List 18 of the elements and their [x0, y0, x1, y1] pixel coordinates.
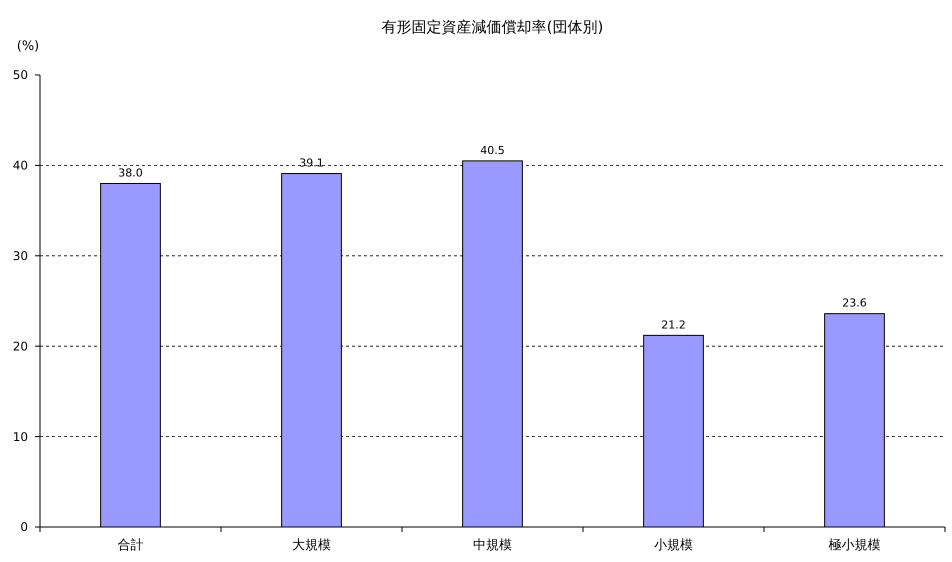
y-axis-title: (%) — [16, 39, 40, 54]
y-tick-label: 0 — [20, 520, 28, 534]
data-label: 38.0 — [118, 166, 143, 180]
y-tick-label: 30 — [12, 249, 28, 263]
data-label: 21.2 — [661, 318, 686, 332]
chart-title: 有形固定資産減価償却率(団体別) — [382, 18, 604, 36]
x-tick-label: 極小規模 — [828, 538, 880, 553]
data-label: 23.6 — [842, 296, 867, 310]
x-tick-label: 中規模 — [473, 538, 512, 553]
y-tick-label: 40 — [12, 158, 28, 173]
y-tick-label: 10 — [12, 430, 28, 444]
x-tick-label: 大規模 — [292, 538, 331, 553]
data-label: 39.1 — [299, 156, 324, 170]
y-tick-label: 50 — [12, 68, 28, 82]
y-tick-label: 20 — [12, 339, 28, 354]
x-tick-label: 小規模 — [654, 538, 693, 553]
x-tick-label: 合計 — [118, 538, 144, 553]
data-label: 40.5 — [480, 144, 505, 157]
